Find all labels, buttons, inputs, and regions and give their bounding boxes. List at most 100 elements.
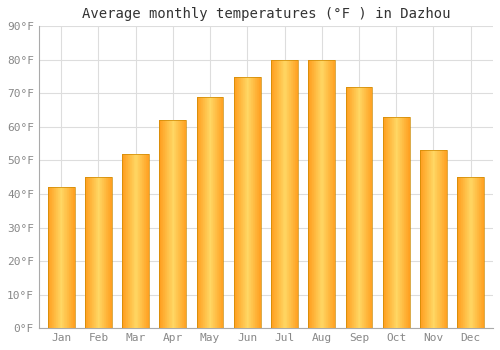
Bar <box>288 60 289 328</box>
Bar <box>278 60 279 328</box>
Bar <box>213 97 214 328</box>
Bar <box>322 60 323 328</box>
Bar <box>88 177 89 328</box>
Bar <box>406 117 407 328</box>
Bar <box>426 150 427 328</box>
Bar <box>401 117 402 328</box>
Bar <box>49 187 50 328</box>
Bar <box>100 177 101 328</box>
Bar <box>351 87 352 328</box>
Bar <box>148 154 149 328</box>
Bar <box>212 97 213 328</box>
Bar <box>202 97 203 328</box>
Bar <box>169 120 170 328</box>
Bar <box>332 60 333 328</box>
Bar <box>59 187 60 328</box>
Bar <box>354 87 355 328</box>
Bar <box>135 154 136 328</box>
Bar <box>363 87 364 328</box>
Bar <box>147 154 148 328</box>
Bar <box>355 87 356 328</box>
Bar <box>127 154 128 328</box>
Bar <box>393 117 394 328</box>
Bar <box>86 177 87 328</box>
Bar <box>220 97 221 328</box>
Bar <box>334 60 335 328</box>
Bar <box>70 187 71 328</box>
Bar <box>200 97 202 328</box>
Bar <box>431 150 432 328</box>
Bar <box>143 154 144 328</box>
Bar <box>439 150 440 328</box>
Bar <box>280 60 281 328</box>
Bar <box>464 177 466 328</box>
Bar <box>65 187 66 328</box>
Bar <box>172 120 173 328</box>
Bar <box>90 177 91 328</box>
Bar <box>96 177 97 328</box>
Bar <box>256 77 258 328</box>
Bar <box>168 120 169 328</box>
Bar <box>142 154 143 328</box>
Bar <box>311 60 312 328</box>
Bar <box>458 177 484 328</box>
Bar <box>126 154 127 328</box>
Bar <box>331 60 332 328</box>
Bar <box>54 187 55 328</box>
Bar <box>56 187 57 328</box>
Bar <box>358 87 359 328</box>
Bar <box>103 177 104 328</box>
Bar <box>446 150 447 328</box>
Bar <box>273 60 274 328</box>
Bar <box>420 150 421 328</box>
Bar <box>365 87 366 328</box>
Bar <box>217 97 218 328</box>
Bar <box>141 154 142 328</box>
Bar <box>294 60 296 328</box>
Bar <box>177 120 178 328</box>
Bar <box>137 154 138 328</box>
Bar <box>398 117 399 328</box>
Bar <box>175 120 176 328</box>
Bar <box>476 177 477 328</box>
Bar <box>107 177 108 328</box>
Bar <box>286 60 287 328</box>
Bar <box>136 154 137 328</box>
Bar <box>48 187 74 328</box>
Bar <box>313 60 314 328</box>
Bar <box>160 120 186 328</box>
Bar <box>128 154 129 328</box>
Bar <box>440 150 441 328</box>
Bar <box>430 150 431 328</box>
Bar <box>441 150 442 328</box>
Bar <box>435 150 436 328</box>
Bar <box>105 177 106 328</box>
Bar <box>394 117 395 328</box>
Bar <box>408 117 409 328</box>
Bar <box>122 154 123 328</box>
Bar <box>94 177 95 328</box>
Bar <box>274 60 275 328</box>
Bar <box>66 187 67 328</box>
Bar <box>390 117 391 328</box>
Bar <box>284 60 285 328</box>
Bar <box>420 150 422 328</box>
Bar <box>60 187 61 328</box>
Bar <box>196 97 224 328</box>
Bar <box>315 60 316 328</box>
Bar <box>371 87 372 328</box>
Bar <box>164 120 165 328</box>
Bar <box>123 154 124 328</box>
Bar <box>52 187 53 328</box>
Bar <box>210 97 212 328</box>
Bar <box>50 187 51 328</box>
Bar <box>310 60 311 328</box>
Bar <box>174 120 175 328</box>
Bar <box>346 87 372 328</box>
Bar <box>133 154 134 328</box>
Bar <box>405 117 406 328</box>
Bar <box>62 187 63 328</box>
Bar <box>391 117 392 328</box>
Bar <box>462 177 464 328</box>
Bar <box>250 77 252 328</box>
